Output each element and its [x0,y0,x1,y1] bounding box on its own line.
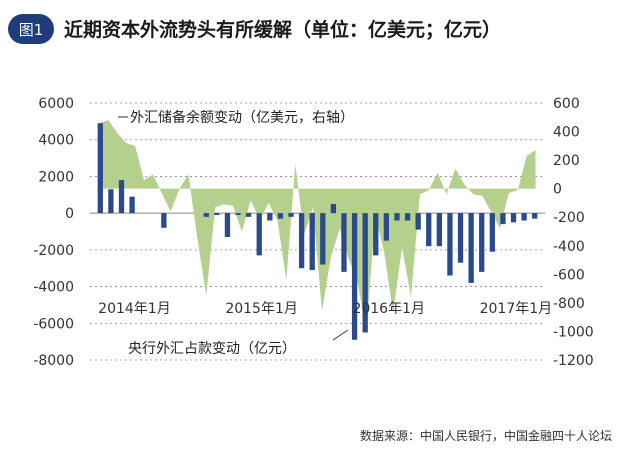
bar [203,213,209,217]
figure-badge-bg [8,14,54,44]
right-tick-label: 600 [553,96,580,112]
right-tick-label: -1000 [553,324,594,340]
x-axis-labels: 2014年1月 2015年1月 2016年1月 2017年1月 [98,301,552,317]
bar [97,123,103,214]
left-tick-label: -8000 [33,353,74,369]
bar [383,213,390,241]
x-tick-label: 2014年1月 [98,301,171,317]
x-tick-label: 2015年1月 [225,301,298,317]
bar [256,213,262,256]
bar [457,213,464,263]
bar [510,213,517,223]
bar [447,213,453,276]
bar [468,213,474,283]
right-tick-label: -200 [553,210,585,226]
left-tick-label: 4000 [38,133,74,149]
bar [373,213,379,256]
bar [118,180,125,214]
bar [532,213,538,219]
source-note: 数据来源：中国人民银行，中国金融四十人论坛 [360,428,612,443]
bar [224,213,231,238]
series-annotations: 外汇储备余额变动（亿美元，右轴） 央行外汇占款变动（亿元） [118,109,354,357]
left-axis-ticks: 6000 4000 2000 0 -2000 -4000 -6000 -8000 [33,96,74,369]
annotation-fxposition: 央行外汇占款变动（亿元） [128,341,296,357]
bar [426,213,432,247]
right-tick-label: -400 [553,239,585,255]
bar [404,213,411,221]
bar [288,213,294,217]
bar [415,213,421,230]
area-series-layer [99,120,536,331]
left-tick-label: -6000 [33,316,74,332]
bar [341,213,347,272]
left-tick-label: -4000 [33,280,74,296]
bar [521,213,527,221]
area-series-fxreserve-change [99,120,536,331]
bar [436,213,442,247]
bar [267,213,273,221]
bar [129,196,135,214]
bar [500,213,506,225]
annotation-leader [332,329,349,341]
bar [330,203,337,214]
bar [277,213,284,219]
figure-title: 近期资本外流势头有所缓解（单位：亿美元；亿元） [64,18,501,41]
bar [309,213,315,271]
annotation-fxreserve: 外汇储备余额变动（亿美元，右轴） [130,109,354,126]
left-tick-label: 2000 [38,169,74,185]
x-tick-label: 2017年1月 [480,301,553,317]
left-tick-label: -2000 [33,243,74,259]
left-tick-label: 0 [65,206,74,222]
right-tick-label: -800 [553,296,585,312]
bar [298,213,305,269]
bar [479,213,485,272]
bar [245,213,252,217]
right-tick-label: -600 [553,267,585,283]
bar [489,213,495,252]
bar [214,213,220,215]
bar [108,189,114,214]
right-tick-label: 400 [553,125,580,141]
bar [351,213,358,340]
right-axis-ticks: 600 400 200 0 -200 -400 -600 -800 -1000 -1200 [553,96,594,369]
bar-series-layer [97,123,538,340]
left-tick-label: 6000 [38,96,74,112]
x-tick-label: 2016年1月 [352,301,425,317]
right-tick-label: -1200 [553,353,594,369]
bar [161,213,167,228]
bar [394,213,400,221]
bar [235,213,241,215]
bar [362,213,368,333]
bar [320,213,326,265]
right-tick-label: 200 [553,153,580,169]
figure-badge: 图1 [19,21,44,39]
right-tick-label: 0 [553,182,562,198]
